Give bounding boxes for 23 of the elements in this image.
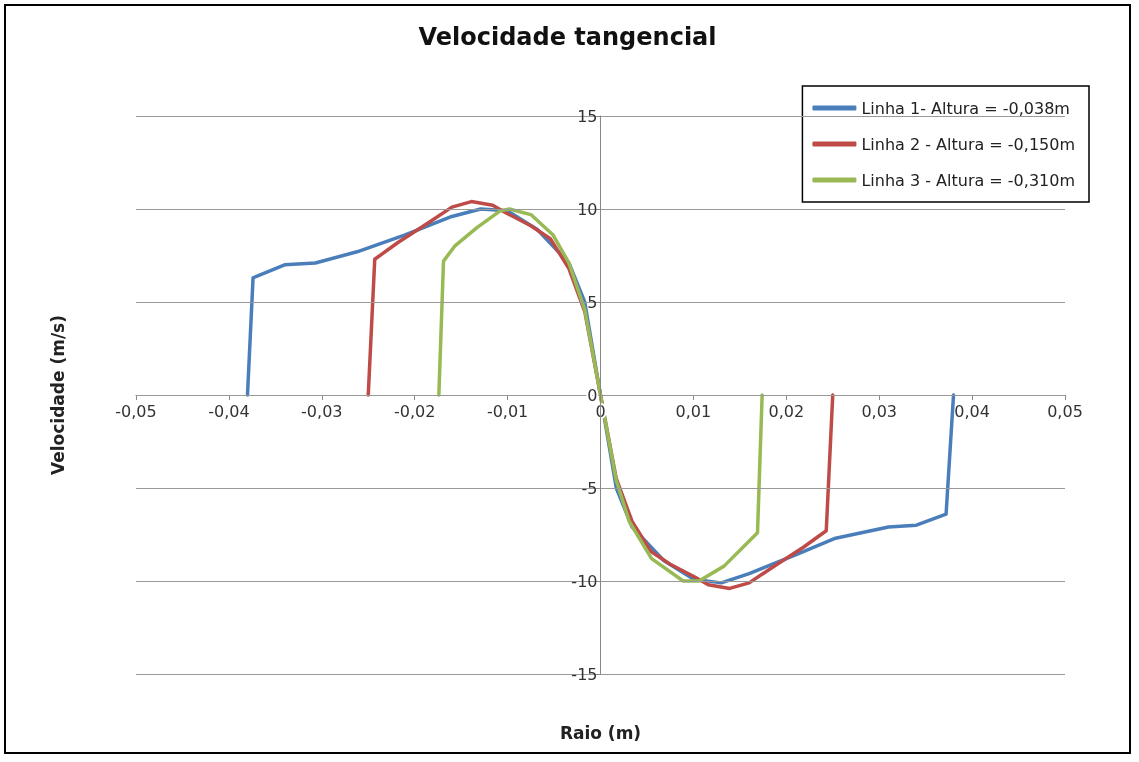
legend-label: Linha 1- Altura = -0,038m [861, 98, 1070, 118]
x-tick-label: -0,04 [208, 401, 250, 421]
y-tick-label: 10 [577, 199, 598, 219]
legend-label: Linha 2 - Altura = -0,150m [861, 134, 1076, 154]
y-tick-label: 5 [587, 292, 598, 312]
legend-label: Linha 3 - Altura = -0,310m [861, 170, 1076, 190]
x-tick-label: -0,03 [301, 401, 343, 421]
y-tick-label: -10 [571, 571, 598, 591]
x-axis-title: Raio (m) [559, 722, 642, 743]
x-tick-label: 0,02 [768, 401, 805, 421]
y-tick-label: -15 [571, 664, 598, 684]
x-tick-label: -0,02 [394, 401, 436, 421]
chart-title: Velocidade tangencial [418, 23, 717, 51]
y-tick-label: 15 [577, 106, 598, 126]
x-tick-label: -0,05 [115, 401, 157, 421]
y-tick-label: 0 [587, 385, 598, 405]
x-tick-label: 0,03 [861, 401, 898, 421]
x-tick-label: 0,01 [675, 401, 712, 421]
x-tick-label: -0,01 [486, 401, 529, 421]
x-tick-label: 0,05 [1047, 401, 1083, 421]
y-tick-label: -5 [581, 478, 598, 498]
y-axis-title: Velocidade (m/s) [47, 314, 68, 476]
x-tick-label: 0,04 [954, 401, 990, 421]
